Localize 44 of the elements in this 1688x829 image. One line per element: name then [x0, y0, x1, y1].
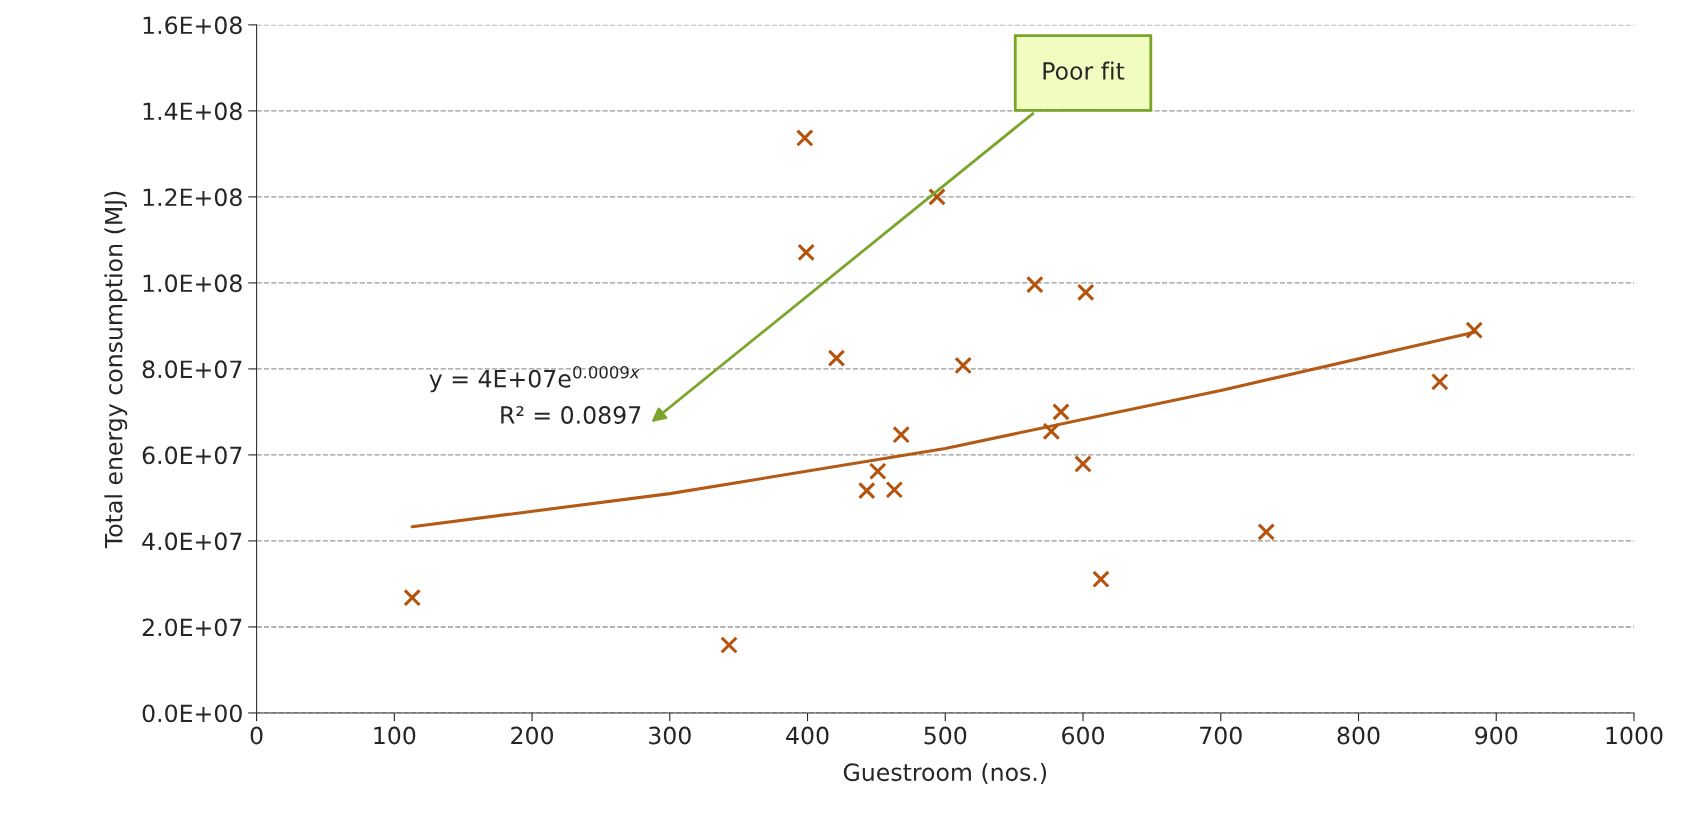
point: [1430, 372, 1449, 391]
point: [795, 129, 814, 147]
point: [1074, 455, 1092, 473]
x-tick-label: 500: [924, 726, 967, 745]
point: [954, 356, 972, 375]
annotation: y = 4E+07e$^{0.0009x}$: [429, 366, 640, 393]
y-tick-label: 1.4E+08: [143, 102, 242, 121]
point: [885, 480, 904, 499]
x-tick-label: 100: [374, 726, 416, 745]
point: [1465, 321, 1484, 340]
x-axis-title: Guestroom (nos.): [843, 762, 1047, 784]
annotation: R² = 0.0897: [501, 406, 641, 424]
x-tick-label: 400: [786, 726, 829, 745]
y-tick-label: 1.6E+08: [143, 16, 242, 35]
point: [827, 349, 846, 367]
x-tick-label: 600: [1062, 726, 1104, 745]
x-tick-label: 0: [250, 726, 263, 745]
point: [1076, 283, 1095, 302]
point: [892, 425, 911, 444]
x-tick-label: 300: [649, 726, 691, 745]
x-tick-label: 700: [1200, 726, 1242, 745]
point: [868, 462, 887, 481]
point: [1092, 570, 1110, 589]
y-tick-label: 1.2E+08: [143, 188, 242, 207]
y-tick-label: 1.0E+08: [143, 274, 242, 293]
point: [1052, 403, 1070, 421]
point: [857, 481, 876, 500]
point: [720, 636, 738, 654]
x-tick-label: 1000: [1606, 726, 1663, 745]
y-tick-label: 2.0E+07: [142, 618, 242, 637]
point: [1257, 523, 1276, 541]
y-tick-label: 4.0E+07: [142, 532, 242, 551]
point: [797, 243, 815, 262]
point: [1042, 422, 1061, 441]
annotation: Poor fit: [1043, 61, 1125, 80]
y-tick-label: 0.0E+00: [142, 704, 242, 723]
y-axis-title: Total energy consumption (MJ): [104, 191, 128, 549]
x-tick-label: 900: [1475, 726, 1518, 745]
y-tick-label: 6.0E+07: [142, 446, 242, 465]
x-tick-label: 800: [1337, 726, 1380, 745]
point: [403, 588, 422, 607]
x-tick-label: 200: [511, 726, 554, 745]
y-tick-label: 8.0E+07: [142, 360, 242, 379]
point: [1026, 275, 1044, 294]
